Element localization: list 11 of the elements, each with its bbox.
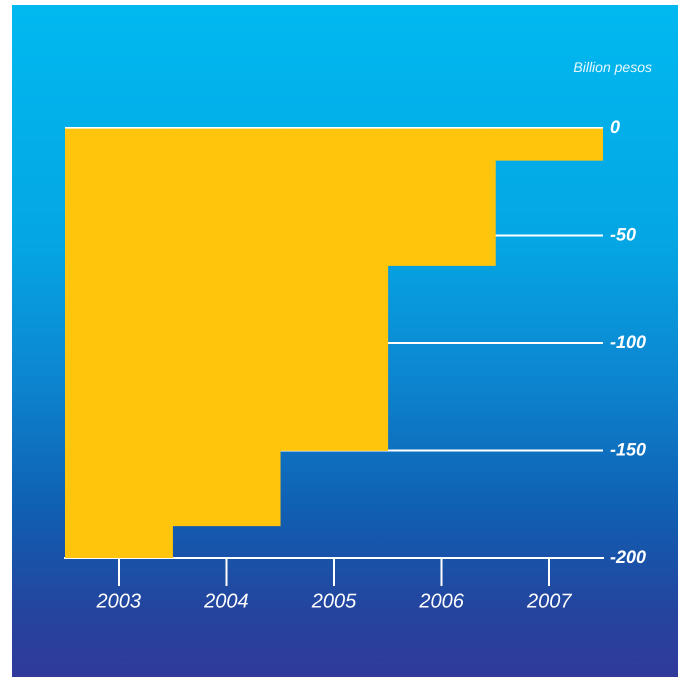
- x-tick-label: 2006: [418, 590, 465, 613]
- x-tick-label: 2007: [526, 590, 572, 613]
- y-tick-label: 0: [610, 116, 620, 137]
- y-tick-label: -150: [610, 439, 646, 460]
- x-tick-label: 2003: [96, 590, 142, 613]
- y-tick-label: -200: [610, 546, 646, 567]
- x-tick-label: 2004: [203, 590, 249, 613]
- y-tick-label: -50: [610, 224, 636, 244]
- x-tick-label: 2005: [310, 590, 358, 613]
- y-tick-label: -100: [610, 332, 646, 352]
- y-axis-title: Billion pesos: [573, 58, 652, 75]
